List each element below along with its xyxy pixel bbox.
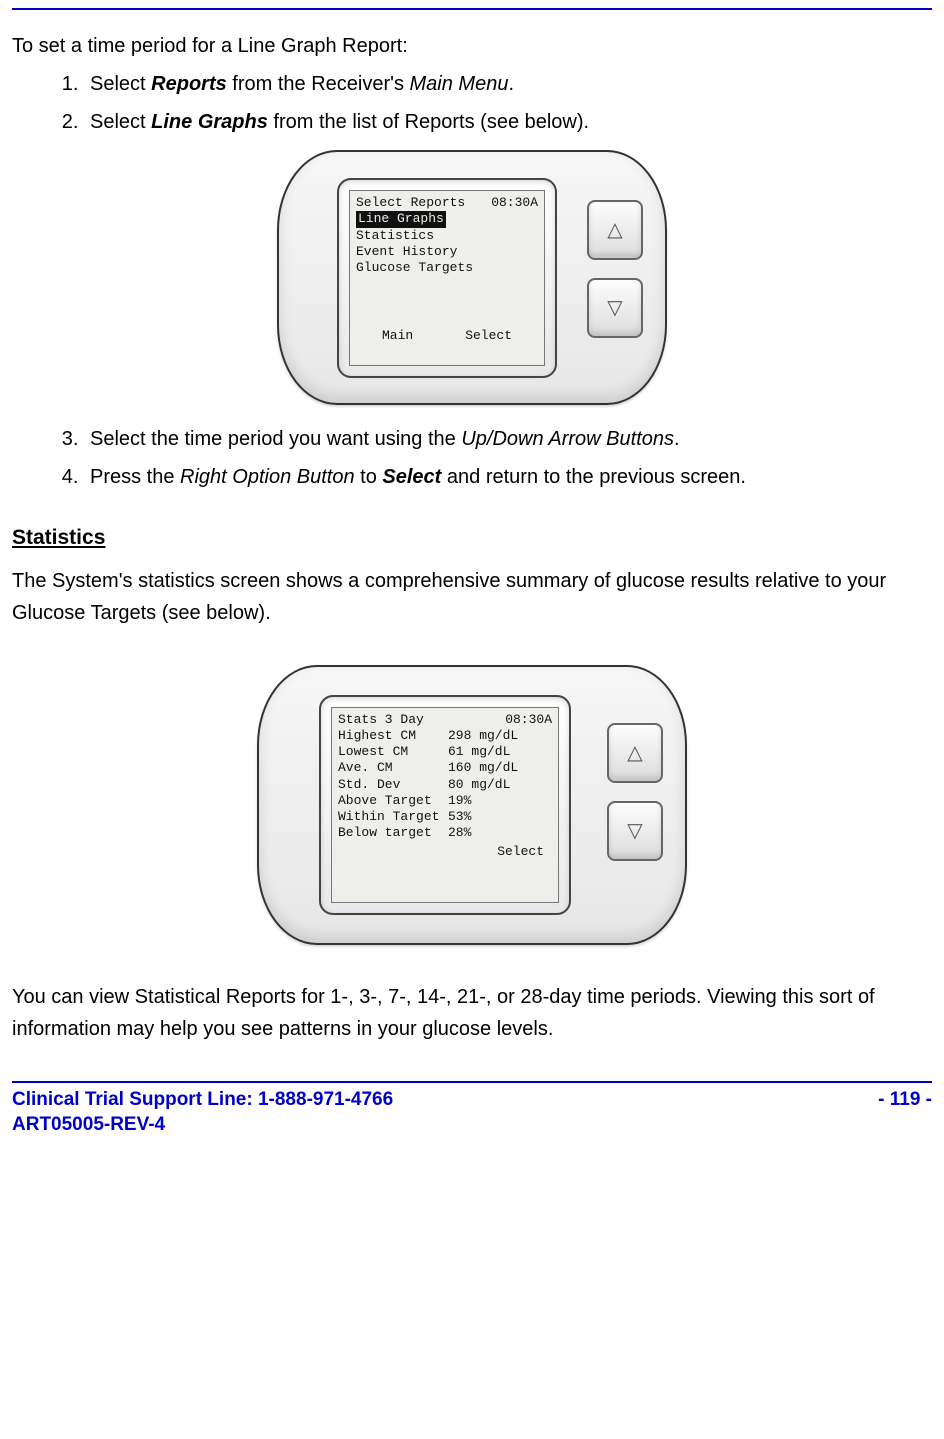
lcd2-time: 08:30A: [505, 712, 552, 728]
statistics-intro: The System's statistics screen shows a c…: [12, 565, 932, 629]
triangle-down-icon: ▽: [607, 292, 622, 324]
doc-id: ART05005-REV-4: [12, 1112, 393, 1138]
lcd2-title: Stats 3 Day: [338, 712, 424, 728]
closing-text: You can view Statistical Reports for 1-,…: [12, 981, 932, 1045]
device-figure-1: Select Reports 08:30A Line Graphs Statis…: [12, 150, 932, 405]
menu-item-statistics[interactable]: Statistics: [356, 228, 538, 244]
step-4-bold: Select: [382, 466, 441, 488]
triangle-down-icon: ▽: [627, 815, 642, 847]
softkey-select-1[interactable]: Select: [465, 328, 512, 344]
step-2-bold: Line Graphs: [151, 111, 268, 133]
steps-list: Select Reports from the Receiver's Main …: [12, 68, 932, 138]
step-4-prefix: Press the: [90, 466, 180, 488]
screen-frame-2: Stats 3 Day 08:30A Highest CM298 mg/dL L…: [319, 695, 571, 915]
lcd1-time: 08:30A: [491, 195, 538, 211]
lcd-2: Stats 3 Day 08:30A Highest CM298 mg/dL L…: [331, 707, 559, 903]
up-arrow-button-1[interactable]: △: [587, 200, 643, 260]
receiver-device-2: Stats 3 Day 08:30A Highest CM298 mg/dL L…: [257, 665, 687, 945]
menu-item-event-history[interactable]: Event History: [356, 244, 538, 260]
step-1-prefix: Select: [90, 73, 151, 95]
stat-within-label: Within Target: [338, 809, 448, 825]
stat-lowest-label: Lowest CM: [338, 744, 448, 760]
down-arrow-button-2[interactable]: ▽: [607, 801, 663, 861]
step-2-mid: from the list of Reports (see below).: [268, 111, 589, 133]
step-3-prefix: Select the time period you want using th…: [90, 428, 461, 450]
softkey-main[interactable]: Main: [382, 328, 413, 344]
lcd1-title: Select Reports: [356, 195, 465, 211]
triangle-up-icon: △: [627, 737, 642, 769]
triangle-up-icon: △: [607, 214, 622, 246]
softkey-select-2[interactable]: Select: [497, 844, 544, 860]
step-2-prefix: Select: [90, 111, 151, 133]
bottom-divider: [12, 1081, 932, 1083]
stat-std-value: 80 mg/dL: [448, 777, 510, 793]
support-line: Clinical Trial Support Line: 1-888-971-4…: [12, 1087, 393, 1113]
menu-item-line-graphs[interactable]: Line Graphs: [356, 211, 446, 227]
arrow-buttons-1: △ ▽: [587, 200, 643, 338]
receiver-device-1: Select Reports 08:30A Line Graphs Statis…: [277, 150, 667, 405]
stat-highest-label: Highest CM: [338, 728, 448, 744]
page-number: - 119 -: [878, 1087, 932, 1113]
arrow-buttons-2: △ ▽: [607, 723, 663, 861]
screen-frame-1: Select Reports 08:30A Line Graphs Statis…: [337, 178, 557, 378]
step-1: Select Reports from the Receiver's Main …: [84, 68, 932, 100]
step-3: Select the time period you want using th…: [84, 423, 932, 455]
stat-std-label: Std. Dev: [338, 777, 448, 793]
step-1-italic: Main Menu: [410, 73, 509, 95]
stat-above-value: 19%: [448, 793, 471, 809]
stat-within-value: 53%: [448, 809, 471, 825]
step-4-suffix-pre: to: [355, 466, 383, 488]
steps-list-2: Select the time period you want using th…: [12, 423, 932, 493]
page-footer: Clinical Trial Support Line: 1-888-971-4…: [12, 1087, 932, 1138]
step-1-suffix: .: [508, 73, 514, 95]
stat-ave-label: Ave. CM: [338, 760, 448, 776]
top-divider: [12, 8, 932, 10]
step-4: Press the Right Option Button to Select …: [84, 461, 932, 493]
menu-item-glucose-targets[interactable]: Glucose Targets: [356, 260, 538, 276]
stat-below-label: Below target: [338, 825, 448, 841]
lcd-1: Select Reports 08:30A Line Graphs Statis…: [349, 190, 545, 366]
stat-above-label: Above Target: [338, 793, 448, 809]
intro-text: To set a time period for a Line Graph Re…: [12, 30, 932, 62]
device-figure-2: Stats 3 Day 08:30A Highest CM298 mg/dL L…: [12, 665, 932, 945]
step-2: Select Line Graphs from the list of Repo…: [84, 106, 932, 138]
step-3-suffix: .: [674, 428, 680, 450]
stat-highest-value: 298 mg/dL: [448, 728, 518, 744]
up-arrow-button-2[interactable]: △: [607, 723, 663, 783]
step-1-bold: Reports: [151, 73, 227, 95]
step-1-mid: from the Receiver's: [227, 73, 410, 95]
step-3-italic: Up/Down Arrow Buttons: [461, 428, 674, 450]
stat-lowest-value: 61 mg/dL: [448, 744, 510, 760]
stat-ave-value: 160 mg/dL: [448, 760, 518, 776]
stat-below-value: 28%: [448, 825, 471, 841]
statistics-heading: Statistics: [12, 521, 932, 555]
step-4-italic: Right Option Button: [180, 466, 355, 488]
down-arrow-button-1[interactable]: ▽: [587, 278, 643, 338]
step-4-suffix: and return to the previous screen.: [441, 466, 746, 488]
